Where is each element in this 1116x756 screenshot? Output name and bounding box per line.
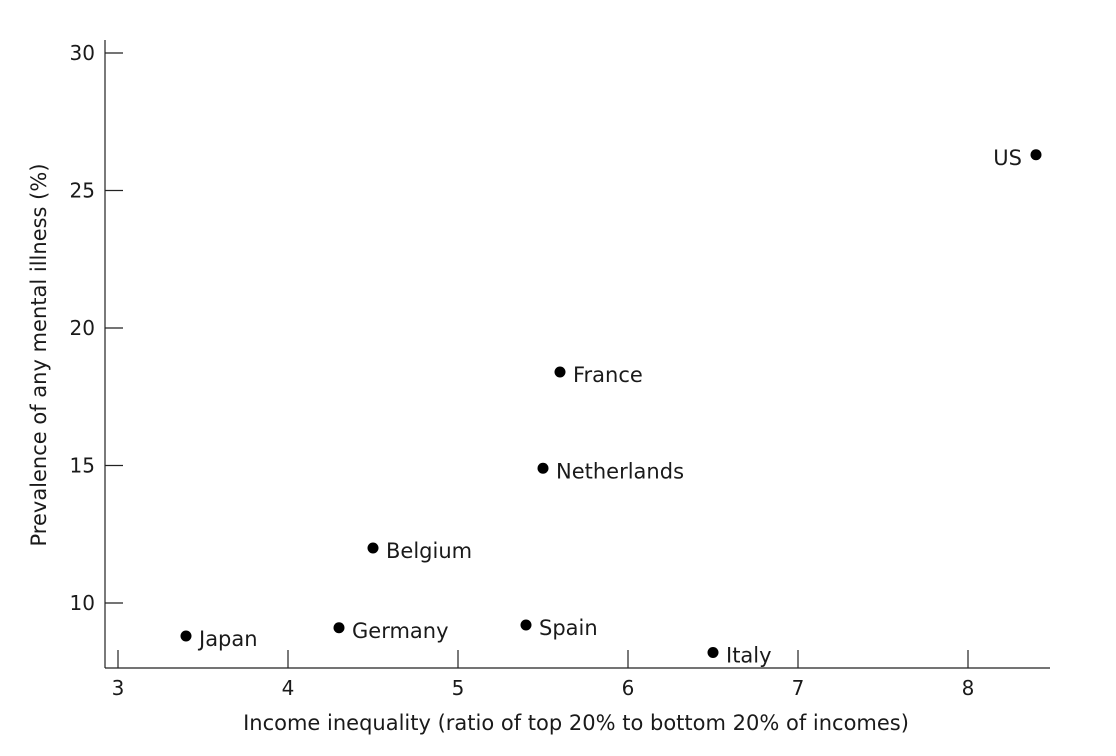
data-point-label: France: [573, 363, 643, 387]
data-point: [554, 366, 566, 378]
x-tick-label: 7: [792, 676, 805, 700]
x-tick-label: 8: [962, 676, 975, 700]
x-tick-label: 4: [282, 676, 295, 700]
data-points: Japan Germany Belgium Spain Netherlands Franc…: [180, 146, 1042, 668]
x-axis-title: Income inequality (ratio of top 20% to b…: [243, 711, 909, 735]
y-tick-label: 25: [70, 179, 95, 203]
x-tick-label: 6: [622, 676, 635, 700]
data-point-label: Spain: [539, 616, 598, 640]
data-point-label: Belgium: [386, 539, 472, 563]
data-point: [707, 647, 719, 658]
y-tick-label: 20: [70, 316, 95, 340]
data-point: [333, 622, 345, 634]
y-tick-label: 15: [70, 454, 95, 478]
ticks: 3 4 5 6 7 8 10 15 20 25 30: [70, 41, 975, 700]
data-point: [520, 619, 532, 631]
x-tick-label: 3: [112, 676, 125, 700]
data-point-label: Japan: [197, 627, 258, 651]
data-point-label: Netherlands: [556, 459, 684, 483]
data-point: [1030, 149, 1042, 161]
axes: [104, 40, 1050, 669]
data-point: [180, 630, 192, 642]
y-tick-label: 30: [70, 41, 95, 65]
data-point: [367, 542, 379, 554]
y-axis-title: Prevalence of any mental illness (%): [27, 163, 51, 546]
data-point: [537, 462, 549, 474]
data-point-label: US: [993, 146, 1022, 170]
x-tick-label: 5: [452, 676, 465, 700]
data-point-label: Germany: [352, 619, 449, 643]
data-point-label: Italy: [726, 644, 772, 668]
y-tick-label: 10: [70, 591, 95, 615]
